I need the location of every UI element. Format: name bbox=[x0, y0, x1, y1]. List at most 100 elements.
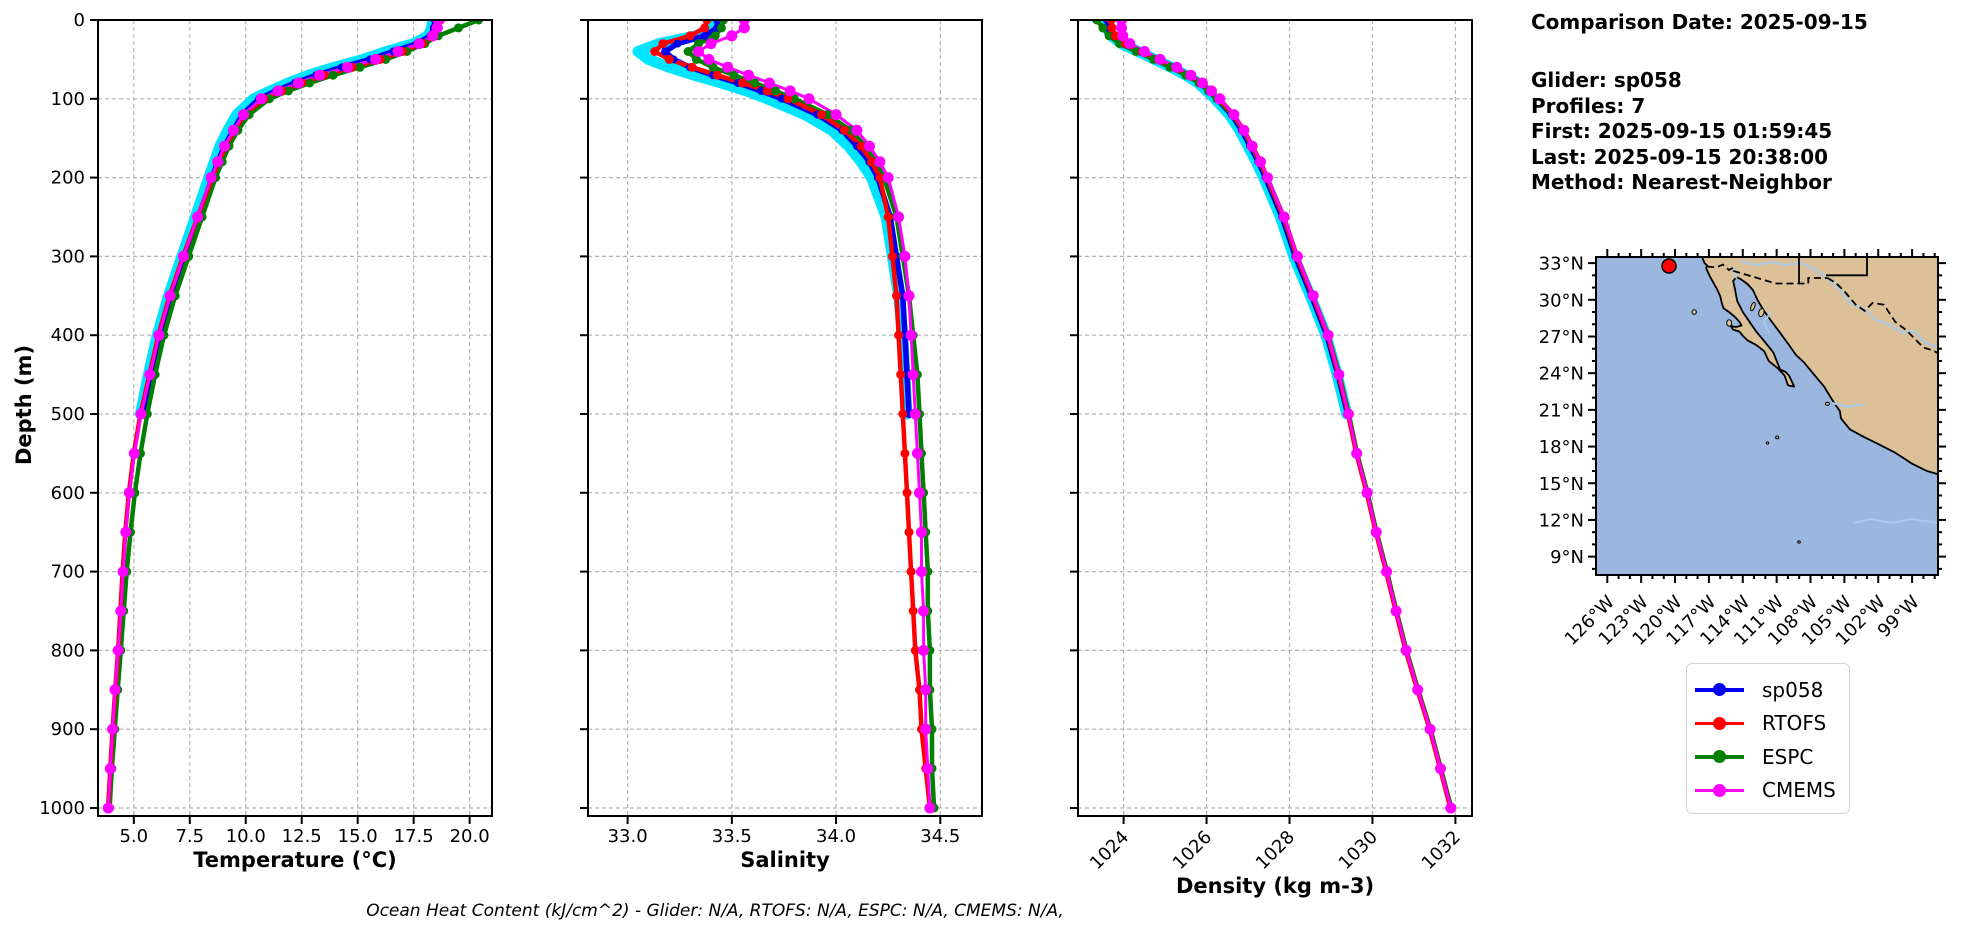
CMEMS-marker bbox=[1206, 85, 1217, 97]
map-ticks bbox=[1588, 249, 1946, 583]
CMEMS-marker bbox=[104, 763, 116, 775]
CMEMS-marker bbox=[227, 124, 239, 136]
CMEMS-marker bbox=[314, 69, 326, 81]
RTOFS-marker bbox=[906, 567, 916, 577]
map-river bbox=[1831, 402, 1865, 409]
RTOFS-marker bbox=[867, 157, 876, 167]
ESPC-marker bbox=[474, 20, 484, 25]
axis-ticks bbox=[1070, 19, 1457, 824]
RTOFS-marker bbox=[700, 23, 710, 33]
x-tick-label: 20.0 bbox=[450, 826, 490, 847]
axes-frame bbox=[97, 19, 493, 817]
salinity-panel: 33.0 33.5 34.0 34.5 bbox=[580, 19, 983, 847]
y-tick-label: 500 bbox=[51, 404, 85, 425]
x-tick-label: 34.5 bbox=[920, 826, 960, 847]
CMEMS-marker bbox=[1435, 763, 1446, 775]
gridlines bbox=[98, 20, 492, 816]
CMEMS-marker bbox=[192, 211, 204, 223]
CMEMS-marker bbox=[123, 487, 135, 499]
RTOFS-marker bbox=[712, 70, 722, 80]
RTOFS-marker bbox=[902, 488, 912, 498]
CMEMS-marker bbox=[1278, 211, 1290, 223]
ESPC-marker bbox=[683, 47, 693, 56]
RTOFS-marker bbox=[908, 606, 918, 616]
x-tick-label: 1030 bbox=[1335, 827, 1382, 874]
x-tick-label: 15.0 bbox=[338, 826, 378, 847]
CMEMS-marker bbox=[722, 61, 734, 73]
CMEMS-marker bbox=[1185, 69, 1197, 81]
ESPC-marker bbox=[1104, 31, 1114, 41]
CMEMS-marker bbox=[1361, 487, 1373, 499]
temperature-axis-label: Temperature (°C) bbox=[193, 848, 397, 872]
x-tick-label: 1024 bbox=[1086, 827, 1133, 874]
map-river-gila bbox=[1740, 260, 1828, 279]
CMEMS-marker bbox=[144, 369, 156, 381]
RTOFS-marker bbox=[856, 141, 866, 151]
RTOFS-marker bbox=[817, 110, 826, 120]
CMEMS-marker bbox=[918, 605, 930, 617]
map-island bbox=[1824, 401, 1830, 406]
CMEMS-marker bbox=[1342, 408, 1354, 420]
RTOFS-marker bbox=[664, 54, 674, 64]
ESPC-marker bbox=[729, 70, 739, 80]
CMEMS-marker bbox=[413, 38, 425, 50]
CMEMS-marker bbox=[1124, 38, 1136, 50]
CMEMS-marker bbox=[1400, 644, 1412, 656]
CMEMS-marker bbox=[117, 566, 129, 578]
RTOFS-marker bbox=[737, 78, 747, 88]
x-tick-label: 33.0 bbox=[608, 826, 648, 847]
x-tick-label: 1032 bbox=[1418, 827, 1465, 874]
RTOFS-marker bbox=[1107, 23, 1117, 33]
x-tick-label: 17.5 bbox=[394, 826, 434, 847]
CMEMS-marker bbox=[1412, 684, 1424, 696]
ocean-heat-content-caption: Ocean Heat Content (kJ/cm^2) - Glider: N… bbox=[366, 901, 1064, 921]
ESPC-marker bbox=[716, 23, 726, 33]
axes-frame bbox=[1077, 19, 1473, 817]
CMEMS-marker bbox=[153, 329, 165, 341]
sp058-line-marker-swatch bbox=[1695, 683, 1744, 697]
y-tick-label: 800 bbox=[51, 640, 85, 661]
CMEMS-marker bbox=[164, 290, 176, 302]
ESPC-marker bbox=[1092, 20, 1102, 25]
RTOFS-marker bbox=[904, 527, 914, 537]
CMEMS-marker bbox=[916, 526, 927, 538]
map-island bbox=[1775, 435, 1780, 440]
map-island bbox=[1765, 441, 1770, 445]
CMEMS-marker bbox=[1238, 124, 1250, 136]
RTOFS-marker bbox=[650, 47, 660, 56]
x-tick-labels: 5.0 7.5 10.0 12.5 15.0 17.5 20.0 bbox=[119, 826, 489, 847]
map-frame bbox=[1595, 256, 1939, 576]
ESPC-marker bbox=[1098, 23, 1108, 33]
CMEMS-marker bbox=[342, 61, 354, 73]
CMEMS-marker bbox=[874, 156, 886, 168]
CMEMS-marker bbox=[1262, 172, 1273, 184]
map-island bbox=[1726, 319, 1733, 327]
axis-ticks bbox=[580, 19, 942, 824]
espc-line-marker-swatch bbox=[1695, 750, 1744, 764]
RTOFS-marker bbox=[894, 330, 904, 340]
ESPC-marker bbox=[328, 70, 338, 80]
CMEMS-marker bbox=[1196, 77, 1208, 89]
ESPC-marker bbox=[719, 20, 728, 25]
RTOFS-marker bbox=[762, 86, 772, 96]
CMEMS-marker bbox=[1246, 140, 1258, 152]
CMEMS-marker bbox=[1138, 46, 1150, 57]
map-lat-tick-label: 33°N bbox=[1539, 254, 1584, 275]
RTOFS-marker bbox=[892, 291, 901, 301]
CMEMS-marker bbox=[1171, 61, 1183, 73]
CMEMS-marker bbox=[370, 53, 382, 65]
CMEMS-marker bbox=[1154, 53, 1166, 65]
ESPC-marker bbox=[789, 94, 799, 104]
map-border-rio-grande bbox=[1827, 277, 1938, 354]
map-river-lerma bbox=[1853, 517, 1938, 525]
map-lat-tick-label: 21°N bbox=[1539, 400, 1584, 421]
CMEMS-marker bbox=[1255, 156, 1266, 168]
CMEMS-marker bbox=[924, 802, 936, 814]
info-spacer bbox=[1531, 36, 1868, 62]
RTOFS-marker bbox=[685, 31, 695, 41]
RTOFS-marker bbox=[687, 62, 697, 72]
CMEMS-marker bbox=[272, 85, 284, 97]
cmems-line-marker-swatch bbox=[1695, 783, 1744, 797]
CMEMS-marker bbox=[705, 38, 717, 50]
